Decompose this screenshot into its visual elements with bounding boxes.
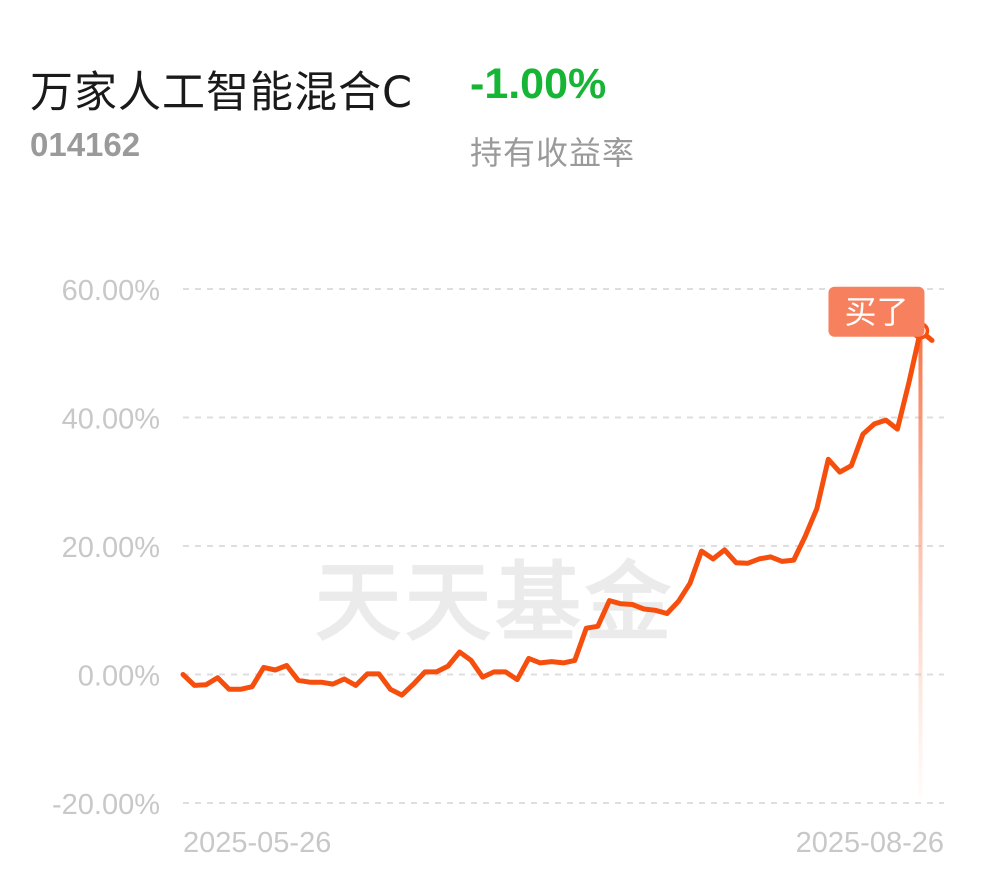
buy-marker-dropline [918,331,922,797]
y-tick-label: -20.00% [52,789,160,821]
x-axis: 2025-05-26 2025-08-26 [183,827,944,859]
y-tick-label: 60.00% [62,275,160,307]
buy-badge-label: 买了 [844,293,908,331]
y-tick-label: 0.00% [78,661,160,693]
grid-layer [183,289,944,803]
y-axis: 60.00% 40.00% 20.00% 0.00% -20.00% [52,275,160,821]
y-tick-label: 20.00% [62,532,160,564]
y-tick-label: 40.00% [62,404,160,436]
buy-marker: 买了 [828,287,927,338]
x-tick-label: 2025-05-26 [183,827,331,859]
x-tick-label: 2025-08-26 [796,827,944,859]
